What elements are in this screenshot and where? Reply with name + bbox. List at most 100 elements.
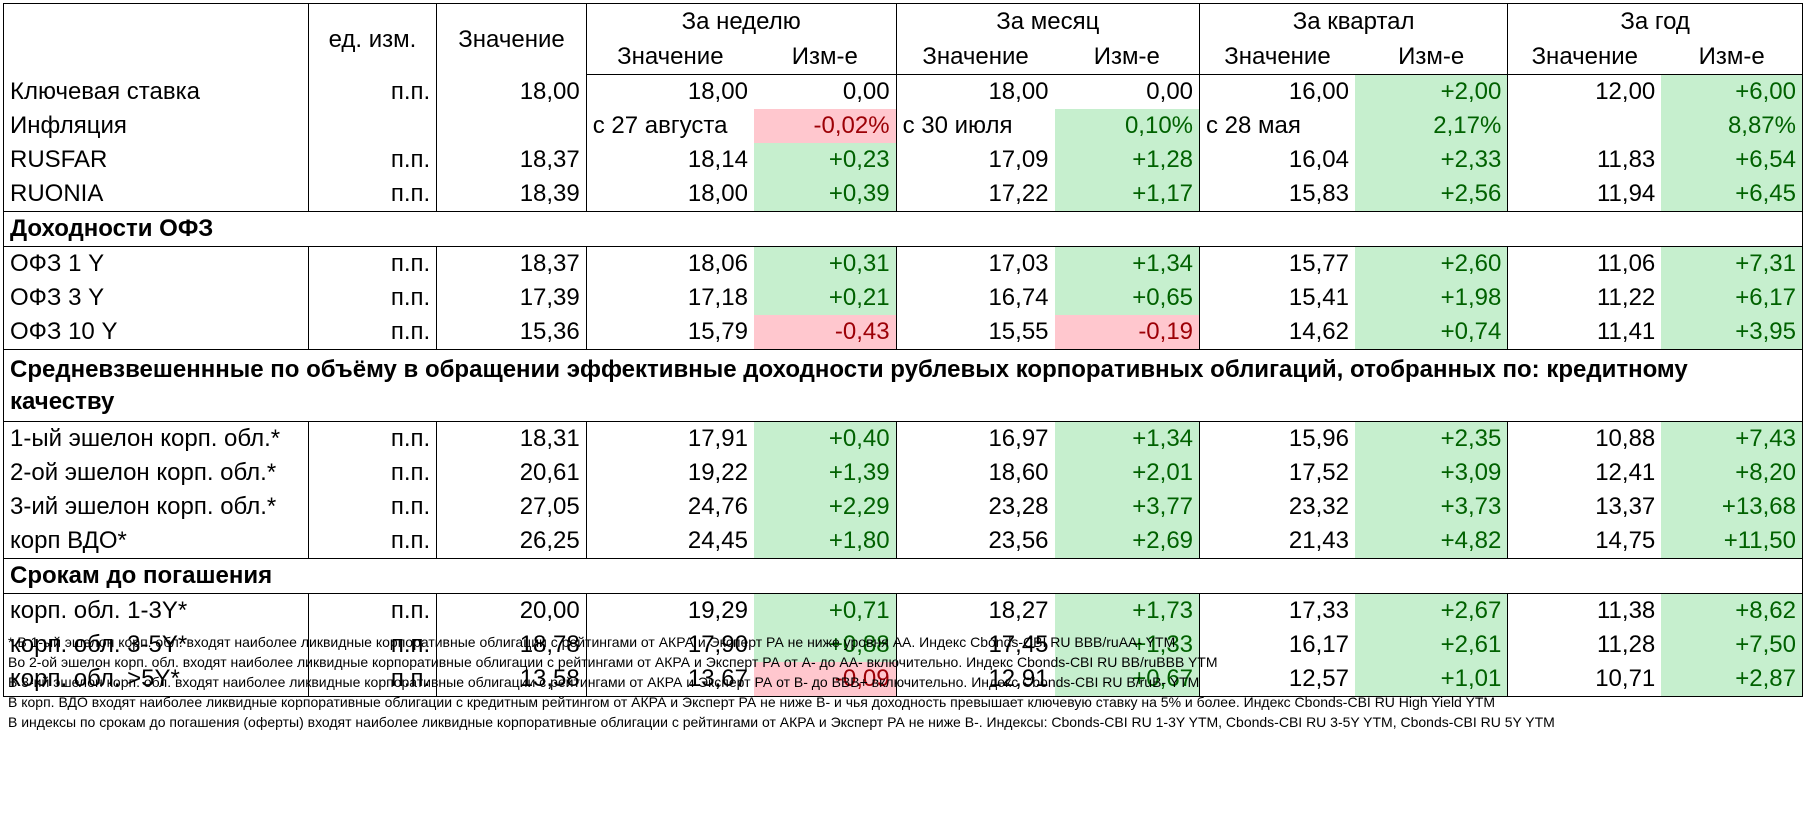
period-change: +3,09 — [1354, 456, 1509, 490]
section-title: Доходности ОФЗ — [3, 211, 1803, 247]
period-change: -0,43 — [753, 315, 897, 350]
period-change: +3,95 — [1661, 315, 1803, 350]
period-change: +1,01 — [1354, 662, 1509, 697]
period-change: +6,54 — [1661, 143, 1803, 177]
period-value: 23,28 — [895, 490, 1055, 524]
row-value: 17,39 — [436, 281, 587, 315]
period-value: 10,71 — [1507, 662, 1662, 697]
row-name: RUONIA — [3, 177, 309, 212]
period-change: +2,33 — [1354, 143, 1509, 177]
row-name: 2-ой эшелон корп. обл.* — [3, 456, 309, 490]
period-value: 18,00 — [895, 74, 1055, 109]
section-title: Срокам до погашения — [3, 558, 1803, 594]
period-value: 16,17 — [1199, 628, 1355, 662]
row-unit: п.п. — [307, 246, 438, 281]
period-change: +0,21 — [753, 281, 897, 315]
table-row: корп. обл. >5Y* п.п. 13,58 13,67 -0,09 12,91 +… — [3, 662, 1803, 697]
period-change: +1,17 — [1054, 177, 1201, 212]
period-value: 17,91 — [585, 421, 754, 456]
period-change: +1,73 — [1054, 593, 1201, 628]
header-period-year: За год — [1507, 3, 1803, 39]
row-unit: п.п. — [307, 177, 438, 212]
row-name: Инфляция — [3, 109, 309, 143]
row-unit: п.п. — [307, 662, 438, 697]
row-value — [436, 109, 587, 143]
section-header-row: Доходности ОФЗ — [3, 211, 1803, 247]
period-change: +0,65 — [1054, 281, 1201, 315]
period-value: 15,79 — [585, 315, 754, 350]
period-value: 24,76 — [585, 490, 754, 524]
period-change: +0,31 — [753, 246, 897, 281]
period-value: 15,55 — [895, 315, 1055, 350]
header-name-cell — [3, 3, 309, 75]
table-row: корп. обл. 1-3Y* п.п. 20,00 19,29 +0,71 18,27… — [3, 593, 1803, 628]
row-value: 18,39 — [436, 177, 587, 212]
period-change: +1,39 — [753, 456, 897, 490]
period-value: 14,75 — [1507, 524, 1662, 559]
period-value: 17,45 — [895, 628, 1055, 662]
period-change: +8,20 — [1661, 456, 1803, 490]
period-value — [1507, 109, 1662, 143]
row-unit: п.п. — [307, 143, 438, 177]
table-row: Ключевая ставка п.п. 18,00 18,00 0,00 18,00 0,… — [3, 74, 1803, 109]
row-name: ОФЗ 3 Y — [3, 281, 309, 315]
period-value: 15,83 — [1199, 177, 1355, 212]
row-name: корп. обл. 3-5Y* — [3, 628, 309, 662]
period-value: 11,38 — [1507, 593, 1662, 628]
table-row: Инфляция с 27 августа -0,02% с 30 июля 0,10%… — [3, 109, 1803, 143]
period-change: 0,10% — [1054, 109, 1201, 143]
period-change: -0,19 — [1054, 315, 1201, 350]
header-row-top: ед. изм. Значение За неделю За месяц За … — [3, 3, 1803, 75]
row-name: 3-ий эшелон корп. обл.* — [3, 490, 309, 524]
subheader-value: Значение — [1199, 39, 1355, 75]
row-value: 18,37 — [436, 143, 587, 177]
row-value: 18,78 — [436, 628, 587, 662]
period-value: 13,67 — [585, 662, 754, 697]
period-value: 17,90 — [585, 628, 754, 662]
period-change: +2,61 — [1354, 628, 1509, 662]
row-value: 27,05 — [436, 490, 587, 524]
row-value: 18,37 — [436, 246, 587, 281]
row-name: Ключевая ставка — [3, 74, 309, 109]
footnote-line: В индексы по срокам до погашения (оферты… — [8, 714, 1555, 730]
period-change: +0,74 — [1354, 315, 1509, 350]
row-name: корп ВДО* — [3, 524, 309, 559]
row-name: RUSFAR — [3, 143, 309, 177]
period-value: 18,27 — [895, 593, 1055, 628]
row-unit: п.п. — [307, 281, 438, 315]
row-unit — [307, 109, 438, 143]
period-value: 11,41 — [1507, 315, 1662, 350]
period-value: 12,57 — [1199, 662, 1355, 697]
period-value: 18,14 — [585, 143, 754, 177]
period-value: 23,56 — [895, 524, 1055, 559]
row-value: 18,31 — [436, 421, 587, 456]
subheader-value: Значение — [895, 39, 1055, 75]
table-row: 1-ый эшелон корп. обл.* п.п. 18,31 17,91 +0,… — [3, 421, 1803, 456]
row-value: 13,58 — [436, 662, 587, 697]
period-value: 12,41 — [1507, 456, 1662, 490]
row-unit: п.п. — [307, 456, 438, 490]
period-change: +1,98 — [1354, 281, 1509, 315]
period-change: +2,01 — [1054, 456, 1201, 490]
subheader-change: Изм-е — [753, 39, 897, 75]
row-unit: п.п. — [307, 421, 438, 456]
row-name: 1-ый эшелон корп. обл.* — [3, 421, 309, 456]
period-value: 18,06 — [585, 246, 754, 281]
table-row: корп ВДО* п.п. 26,25 24,45 +1,80 23,56 +2,69 21… — [3, 524, 1803, 559]
period-value: 17,33 — [1199, 593, 1355, 628]
period-value: 21,43 — [1199, 524, 1355, 559]
period-change: +2,87 — [1661, 662, 1803, 697]
period-change: +6,17 — [1661, 281, 1803, 315]
header-row-sub: Значение Изм-е Значение Изм-е Значение И… — [4, 39, 1803, 75]
period-value: 14,62 — [1199, 315, 1355, 350]
period-change: 2,17% — [1354, 109, 1509, 143]
period-change: +7,43 — [1661, 421, 1803, 456]
row-name: ОФЗ 10 Y — [3, 315, 309, 350]
row-value: 20,61 — [436, 456, 587, 490]
period-value: 15,77 — [1199, 246, 1355, 281]
table-row: корп. обл. 3-5Y* п.п. 18,78 17,90 +0,88 17,45… — [3, 628, 1803, 662]
footnote-line: Во 2-ой эшелон корп. обл. входят наиболе… — [8, 654, 1218, 670]
